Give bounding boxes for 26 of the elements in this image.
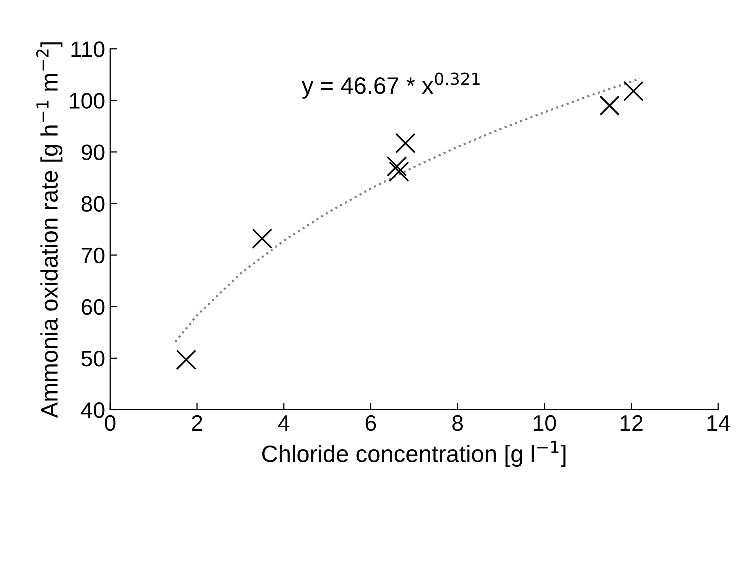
point — [600, 96, 620, 116]
point — [624, 81, 644, 102]
annotation: y = 46.67 * x$^{0.321}$ — [302, 72, 480, 99]
x-tick-label: 12 — [620, 415, 643, 431]
x-tick-label: 10 — [534, 415, 556, 432]
point — [396, 133, 416, 154]
x-tick-label: 6 — [366, 415, 376, 432]
x-axis-title: Chloride concentration [g l$^{−1}$] — [262, 441, 566, 468]
y-axis-title: Ammonia oxidation rate [g h$^{−1}$ m$^{−2}$] — [36, 42, 63, 418]
point — [176, 350, 197, 370]
y-tick-label: 40 — [81, 402, 105, 418]
y-tick-label: 50 — [82, 350, 105, 367]
point — [386, 156, 408, 177]
y-tick-label: 70 — [82, 248, 105, 264]
y-tick-label: 100 — [70, 93, 105, 109]
point — [389, 162, 410, 182]
x-tick-label: 4 — [278, 416, 290, 431]
point — [252, 228, 273, 249]
y-tick-label: 60 — [82, 299, 105, 316]
x-tick-label: 14 — [708, 416, 730, 431]
y-tick-label: 80 — [82, 196, 105, 212]
y-tick-label: 110 — [72, 42, 105, 58]
x-tick-label: 8 — [452, 415, 464, 432]
y-tick-label: 90 — [82, 144, 105, 160]
x-tick-label: 0 — [105, 415, 116, 432]
x-tick-label: 2 — [192, 415, 202, 431]
